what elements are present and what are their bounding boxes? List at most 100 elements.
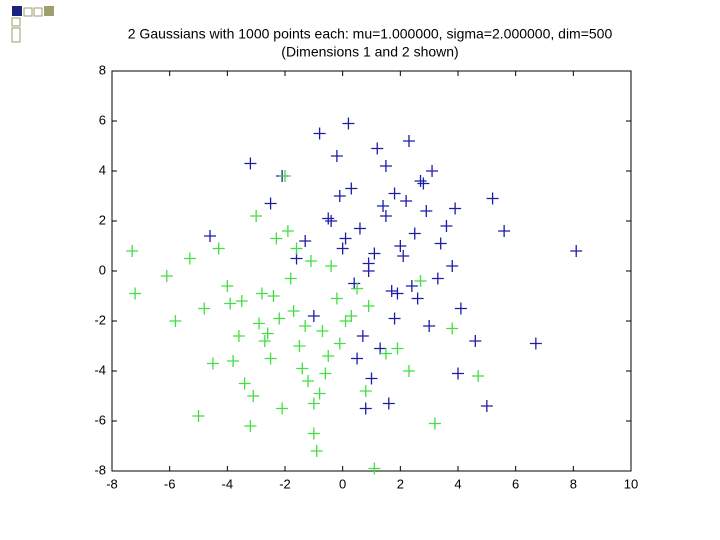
scatter-point bbox=[342, 117, 355, 130]
scatter-point bbox=[362, 265, 375, 277]
scatter-point bbox=[426, 165, 439, 177]
scatter-point bbox=[423, 320, 436, 332]
scatter-point bbox=[379, 347, 392, 360]
scatter-point bbox=[356, 330, 369, 342]
scatter-point bbox=[336, 242, 349, 255]
slide-bullet bbox=[23, 7, 33, 17]
scatter-point bbox=[126, 245, 139, 257]
scatter-point bbox=[198, 302, 211, 315]
scatter-point bbox=[452, 367, 464, 380]
scatter-point bbox=[235, 295, 248, 307]
scatter-point bbox=[276, 402, 289, 415]
scatter-point bbox=[302, 375, 315, 387]
scatter-point bbox=[402, 365, 415, 377]
scatter-point bbox=[431, 272, 444, 285]
scatter-point bbox=[304, 255, 317, 267]
scatter-point bbox=[221, 280, 234, 292]
slide-bullet bbox=[11, 27, 21, 43]
scatter-point bbox=[480, 400, 493, 412]
scatter-point bbox=[244, 157, 257, 170]
scatter-point bbox=[529, 337, 542, 350]
scatter-point bbox=[192, 410, 205, 422]
x-tick-label: 4 bbox=[454, 476, 461, 491]
scatter-point bbox=[411, 292, 424, 305]
x-tick-label: 2 bbox=[397, 476, 404, 491]
scatter-point bbox=[428, 417, 441, 430]
scatter-point bbox=[417, 177, 430, 190]
scatter-point bbox=[307, 427, 320, 440]
scatter-point bbox=[330, 292, 343, 305]
scatter-point bbox=[333, 337, 346, 350]
y-tick-label: 4 bbox=[99, 162, 106, 177]
scatter-point bbox=[374, 342, 387, 355]
scatter-point bbox=[169, 315, 182, 327]
scatter-point bbox=[264, 197, 277, 210]
y-tick-label: -8 bbox=[94, 462, 106, 477]
scatter-point bbox=[365, 372, 378, 385]
x-tick-label: 0 bbox=[339, 476, 346, 491]
scatter-point bbox=[227, 355, 240, 367]
scatter-point bbox=[486, 192, 499, 205]
scatter-point bbox=[319, 367, 332, 380]
scatter-point bbox=[183, 252, 196, 265]
scatter-point bbox=[310, 445, 323, 457]
scatter-point bbox=[379, 210, 392, 222]
scatter-point bbox=[325, 215, 338, 227]
scatter-point bbox=[232, 330, 245, 342]
scatter-point bbox=[405, 280, 418, 292]
scatter-point bbox=[244, 420, 257, 432]
scatter-point bbox=[446, 260, 459, 272]
scatter-point bbox=[325, 260, 338, 272]
scatter-point bbox=[472, 370, 485, 382]
scatter-point bbox=[160, 270, 173, 282]
scatter-point bbox=[469, 335, 482, 347]
scatter-point bbox=[388, 312, 401, 325]
scatter-point bbox=[299, 320, 312, 332]
scatter-point bbox=[391, 287, 404, 300]
x-tick-label: -4 bbox=[222, 476, 234, 491]
scatter-point bbox=[290, 242, 303, 255]
scatter-point bbox=[420, 205, 433, 217]
scatter-point bbox=[345, 182, 358, 195]
scatter-point bbox=[397, 250, 410, 262]
scatter-point bbox=[446, 322, 459, 335]
scatter-point bbox=[293, 340, 306, 352]
scatter-point bbox=[440, 220, 453, 232]
x-tick-label: 8 bbox=[570, 476, 577, 491]
scatter-point bbox=[402, 135, 415, 147]
scatter-point bbox=[299, 235, 312, 247]
scatter-point bbox=[204, 230, 217, 242]
y-tick-label: -2 bbox=[94, 312, 106, 327]
scatter-point bbox=[414, 175, 427, 187]
y-tick-label: 8 bbox=[99, 62, 106, 77]
scatter-point bbox=[391, 342, 404, 355]
scatter-point bbox=[264, 352, 277, 365]
scatter-point bbox=[296, 362, 309, 375]
scatter-point bbox=[400, 195, 413, 207]
slide-bullet bbox=[33, 7, 43, 17]
scatter-point bbox=[394, 240, 407, 252]
scatter-point bbox=[238, 377, 251, 390]
scatter-point bbox=[434, 237, 447, 250]
scatter-point bbox=[359, 385, 372, 397]
scatter-point bbox=[284, 272, 297, 285]
scatter-point bbox=[206, 357, 219, 370]
scatter-point bbox=[279, 170, 291, 182]
scatter-point bbox=[351, 352, 364, 365]
y-tick-label: -6 bbox=[94, 412, 106, 427]
slide-bullet bbox=[11, 17, 21, 27]
slide-bullet bbox=[12, 6, 22, 16]
scatter-point bbox=[322, 212, 335, 225]
scatter-point bbox=[313, 127, 326, 140]
scatter-point bbox=[454, 302, 467, 315]
scatter-point bbox=[322, 350, 335, 362]
scatter-point bbox=[353, 222, 366, 235]
scatter-point bbox=[368, 247, 381, 260]
scatter-point bbox=[333, 190, 346, 202]
scatter-point bbox=[261, 327, 274, 340]
scatter-point bbox=[281, 225, 294, 237]
scatter-point bbox=[385, 285, 398, 297]
scatter-point bbox=[449, 202, 462, 215]
scatter-point bbox=[247, 390, 260, 402]
